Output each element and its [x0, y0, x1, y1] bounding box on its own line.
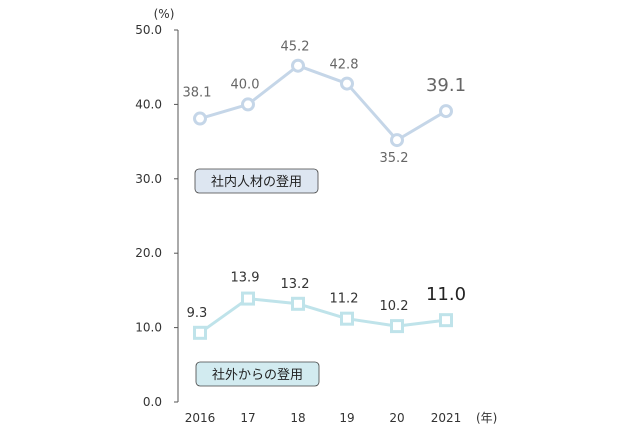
y-tick-label: 20.0 [135, 246, 162, 260]
series-label-text: 社内人材の登用 [211, 174, 302, 190]
y-axis-ticks: 0.0 10.0 20.0 30.0 40.0 50.0 [135, 23, 178, 409]
series-line [199, 297, 447, 335]
data-point [340, 311, 354, 326]
data-label: 13.9 [231, 271, 260, 286]
data-label: 39.1 [426, 75, 466, 96]
series-internal: 38.1 40.0 45.2 42.8 35.2 39.1 [183, 40, 467, 166]
data-label: 9.3 [187, 306, 208, 321]
data-label: 35.2 [380, 151, 409, 166]
data-label: 42.8 [330, 58, 359, 73]
y-tick-label: 0.0 [143, 395, 162, 409]
data-point [390, 319, 404, 334]
series-line [199, 64, 447, 142]
data-point [241, 291, 255, 306]
series-layer: 38.1 40.0 45.2 42.8 35.2 39.1 9.3 13.9 13.2 11.2 1… [183, 40, 467, 340]
data-label: 45.2 [281, 40, 310, 55]
data-point [340, 76, 354, 91]
data-point [291, 296, 305, 311]
data-label: 40.0 [231, 77, 260, 92]
y-unit-label: (%) [154, 7, 175, 21]
series-label-box [194, 168, 319, 194]
x-axis-ticks: 2016 17 18 19 20 2021 [185, 411, 462, 425]
data-point [241, 97, 255, 112]
data-point [193, 325, 207, 340]
series-label-text: 社外からの登用 [212, 367, 303, 383]
series-external: 9.3 13.9 13.2 11.2 10.2 11.0 [187, 271, 466, 340]
y-tick-label: 50.0 [135, 23, 162, 37]
x-tick-label: 18 [290, 411, 305, 425]
y-tick-label: 40.0 [135, 97, 162, 111]
data-point [193, 111, 207, 126]
x-tick-label: 2021 [431, 411, 462, 425]
y-tick-label: 30.0 [135, 172, 162, 186]
x-tick-label: 2016 [185, 411, 216, 425]
data-point [291, 58, 305, 73]
data-point [439, 313, 453, 328]
data-label: 38.1 [183, 86, 212, 101]
x-tick-label: 19 [339, 411, 354, 425]
series-label-box [195, 361, 320, 387]
data-label: 10.2 [380, 299, 409, 314]
x-tick-label: 20 [389, 411, 404, 425]
data-label: 11.0 [426, 284, 466, 305]
x-unit-label: (年) [476, 411, 497, 425]
data-label: 13.2 [281, 277, 310, 292]
data-point [439, 104, 453, 119]
data-label: 11.2 [330, 292, 359, 307]
y-tick-label: 10.0 [135, 321, 162, 335]
data-point [390, 133, 404, 148]
x-tick-label: 17 [240, 411, 255, 425]
